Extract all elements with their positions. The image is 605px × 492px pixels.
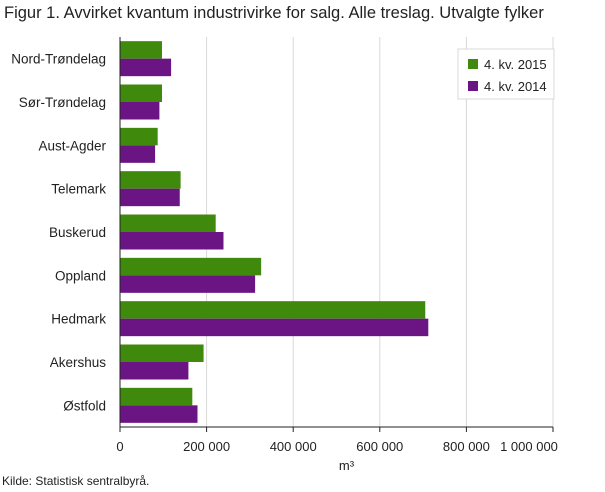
category-labels: Nord-Trøndelag Sør-Trøndelag Aust-Agder Tel… xyxy=(11,52,106,414)
x-tick-labels: 0 200 000 400 000 600 000 800 000 1 000 000 xyxy=(116,439,558,454)
bar-series-1 xyxy=(120,257,262,276)
legend-label: 4. kv. 2014 xyxy=(484,79,547,94)
bar-series-1 xyxy=(120,301,426,319)
legend-swatch xyxy=(468,59,478,69)
category-label: Østfold xyxy=(63,398,106,413)
x-tick-label: 1 000 000 xyxy=(500,439,558,454)
category-label: Nord-Trøndelag xyxy=(11,52,106,67)
bar-series-2 xyxy=(120,275,256,293)
category-label: Telemark xyxy=(51,182,106,197)
x-tick-label: 800 000 xyxy=(443,439,490,454)
x-tick-label: 200 000 xyxy=(183,439,230,454)
bar-series-2 xyxy=(120,362,189,380)
bar-series-1 xyxy=(120,344,204,362)
bar-series-1 xyxy=(120,127,158,146)
category-label: Buskerud xyxy=(49,225,106,240)
legend: 4. kv. 2015 4. kv. 2014 xyxy=(457,48,555,100)
bar-series-1 xyxy=(120,214,216,232)
bar-series-2 xyxy=(120,102,160,120)
bar-series-2 xyxy=(120,145,156,163)
x-tick-label: 600 000 xyxy=(356,439,403,454)
legend-label: 4. kv. 2015 xyxy=(484,57,547,72)
category-label: Aust-Agder xyxy=(38,138,106,153)
source-note: Kilde: Statistisk sentralbyrå. xyxy=(2,474,150,488)
bar-series-1 xyxy=(120,171,181,189)
bar-series-2 xyxy=(120,58,172,77)
axes xyxy=(119,37,554,432)
category-label: Akershus xyxy=(50,355,107,370)
chart-title: Figur 1. Avvirket kvantum industrivirke … xyxy=(4,4,544,22)
x-tick-label: 0 xyxy=(116,439,123,454)
x-axis-title: m³ xyxy=(339,458,355,473)
category-label: Hedmark xyxy=(51,312,106,327)
bar-series-1 xyxy=(120,41,163,59)
bar-series-2 xyxy=(120,188,180,207)
bar-series-2 xyxy=(120,405,198,423)
bar-series-1 xyxy=(120,84,163,102)
bar-series-2 xyxy=(120,318,429,337)
legend-swatch xyxy=(468,81,478,91)
category-label: Oppland xyxy=(55,268,106,283)
category-label: Sør-Trøndelag xyxy=(19,95,106,110)
x-tick-label: 400 000 xyxy=(270,439,317,454)
bars xyxy=(120,41,429,423)
bar-series-1 xyxy=(120,387,193,406)
bar-series-2 xyxy=(120,232,224,250)
